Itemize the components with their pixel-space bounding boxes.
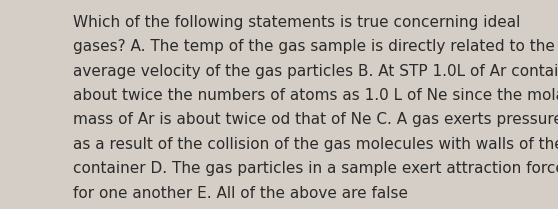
Text: mass of Ar is about twice od that of Ne C. A gas exerts pressure: mass of Ar is about twice od that of Ne …: [73, 112, 558, 127]
Text: gases? A. The temp of the gas sample is directly related to the: gases? A. The temp of the gas sample is …: [73, 39, 555, 54]
Text: average velocity of the gas particles B. At STP 1.0L of Ar contains: average velocity of the gas particles B.…: [73, 64, 558, 79]
Text: as a result of the collision of the gas molecules with walls of the: as a result of the collision of the gas …: [73, 137, 558, 152]
Text: for one another E. All of the above are false: for one another E. All of the above are …: [73, 186, 407, 201]
Text: about twice the numbers of atoms as 1.0 L of Ne since the molar: about twice the numbers of atoms as 1.0 …: [73, 88, 558, 103]
Text: Which of the following statements is true concerning ideal: Which of the following statements is tru…: [73, 15, 520, 30]
Text: container D. The gas particles in a sample exert attraction forces: container D. The gas particles in a samp…: [73, 161, 558, 176]
